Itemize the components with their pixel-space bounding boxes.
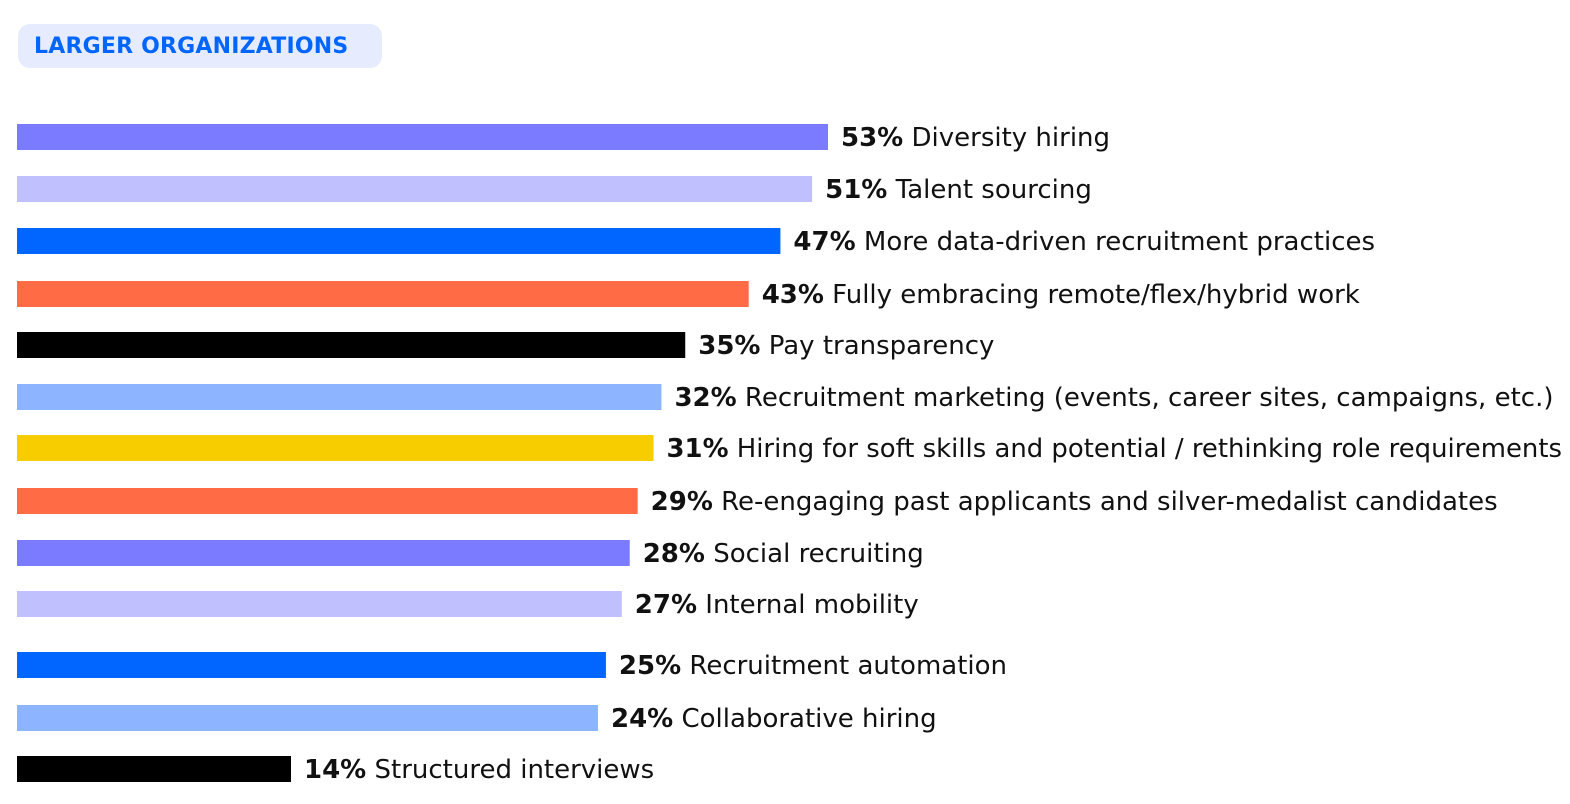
category-label: Fully embracing remote/flex/hybrid work	[824, 280, 1360, 310]
category-label: Collaborative hiring	[673, 704, 936, 734]
bar-10	[17, 591, 622, 617]
category-label: Recruitment automation	[681, 651, 1007, 681]
value-label: 53%	[841, 123, 903, 153]
bar-3	[17, 228, 781, 254]
category-label: Hiring for soft skills and potential / r…	[729, 434, 1562, 464]
bar-label-2: 51% Talent sourcing	[825, 175, 1092, 205]
category-label: Recruitment marketing (events, career si…	[737, 383, 1554, 413]
bar-label-10: 27% Internal mobility	[635, 590, 919, 620]
bar-13	[17, 756, 291, 782]
value-label: 29%	[651, 487, 713, 517]
bar-8	[17, 488, 638, 514]
bar-5	[17, 332, 686, 358]
category-label: Talent sourcing	[887, 175, 1091, 205]
value-label: 25%	[619, 651, 681, 681]
bar-2	[17, 176, 813, 202]
bar-label-7: 31% Hiring for soft skills and potential…	[667, 434, 1562, 464]
bar-label-4: 43% Fully embracing remote/flex/hybrid w…	[762, 280, 1360, 310]
value-label: 47%	[793, 227, 855, 257]
bar-1	[17, 124, 828, 150]
value-label: 32%	[674, 383, 736, 413]
value-label: 24%	[611, 704, 673, 734]
bar-label-13: 14% Structured interviews	[304, 755, 654, 785]
bar-9	[17, 540, 630, 566]
bar-label-3: 47% More data-driven recruitment practic…	[793, 227, 1375, 257]
bar-12	[17, 705, 598, 731]
value-label: 35%	[698, 331, 760, 361]
category-label: Re-engaging past applicants and silver-m…	[713, 487, 1498, 517]
bar-label-6: 32% Recruitment marketing (events, caree…	[674, 383, 1553, 413]
bar-label-12: 24% Collaborative hiring	[611, 704, 937, 734]
value-label: 28%	[643, 539, 705, 569]
value-label: 43%	[762, 280, 824, 310]
category-label: Pay transparency	[760, 331, 994, 361]
category-label: Internal mobility	[697, 590, 919, 620]
value-label: 27%	[635, 590, 697, 620]
category-label: Social recruiting	[705, 539, 924, 569]
bar-6	[17, 384, 662, 410]
bar-11	[17, 652, 606, 678]
segment-badge: LARGER ORGANIZATIONS	[18, 24, 382, 68]
bar-label-1: 53% Diversity hiring	[841, 123, 1110, 153]
bar-label-5: 35% Pay transparency	[698, 331, 994, 361]
category-label: Diversity hiring	[903, 123, 1110, 153]
bar-4	[17, 281, 749, 307]
bar-7	[17, 435, 654, 461]
bar-label-11: 25% Recruitment automation	[619, 651, 1007, 681]
bar-label-8: 29% Re-engaging past applicants and silv…	[651, 487, 1498, 517]
category-label: More data-driven recruitment practices	[856, 227, 1375, 257]
value-label: 51%	[825, 175, 887, 205]
value-label: 31%	[667, 434, 729, 464]
bar-label-9: 28% Social recruiting	[643, 539, 924, 569]
category-label: Structured interviews	[366, 755, 654, 785]
value-label: 14%	[304, 755, 366, 785]
